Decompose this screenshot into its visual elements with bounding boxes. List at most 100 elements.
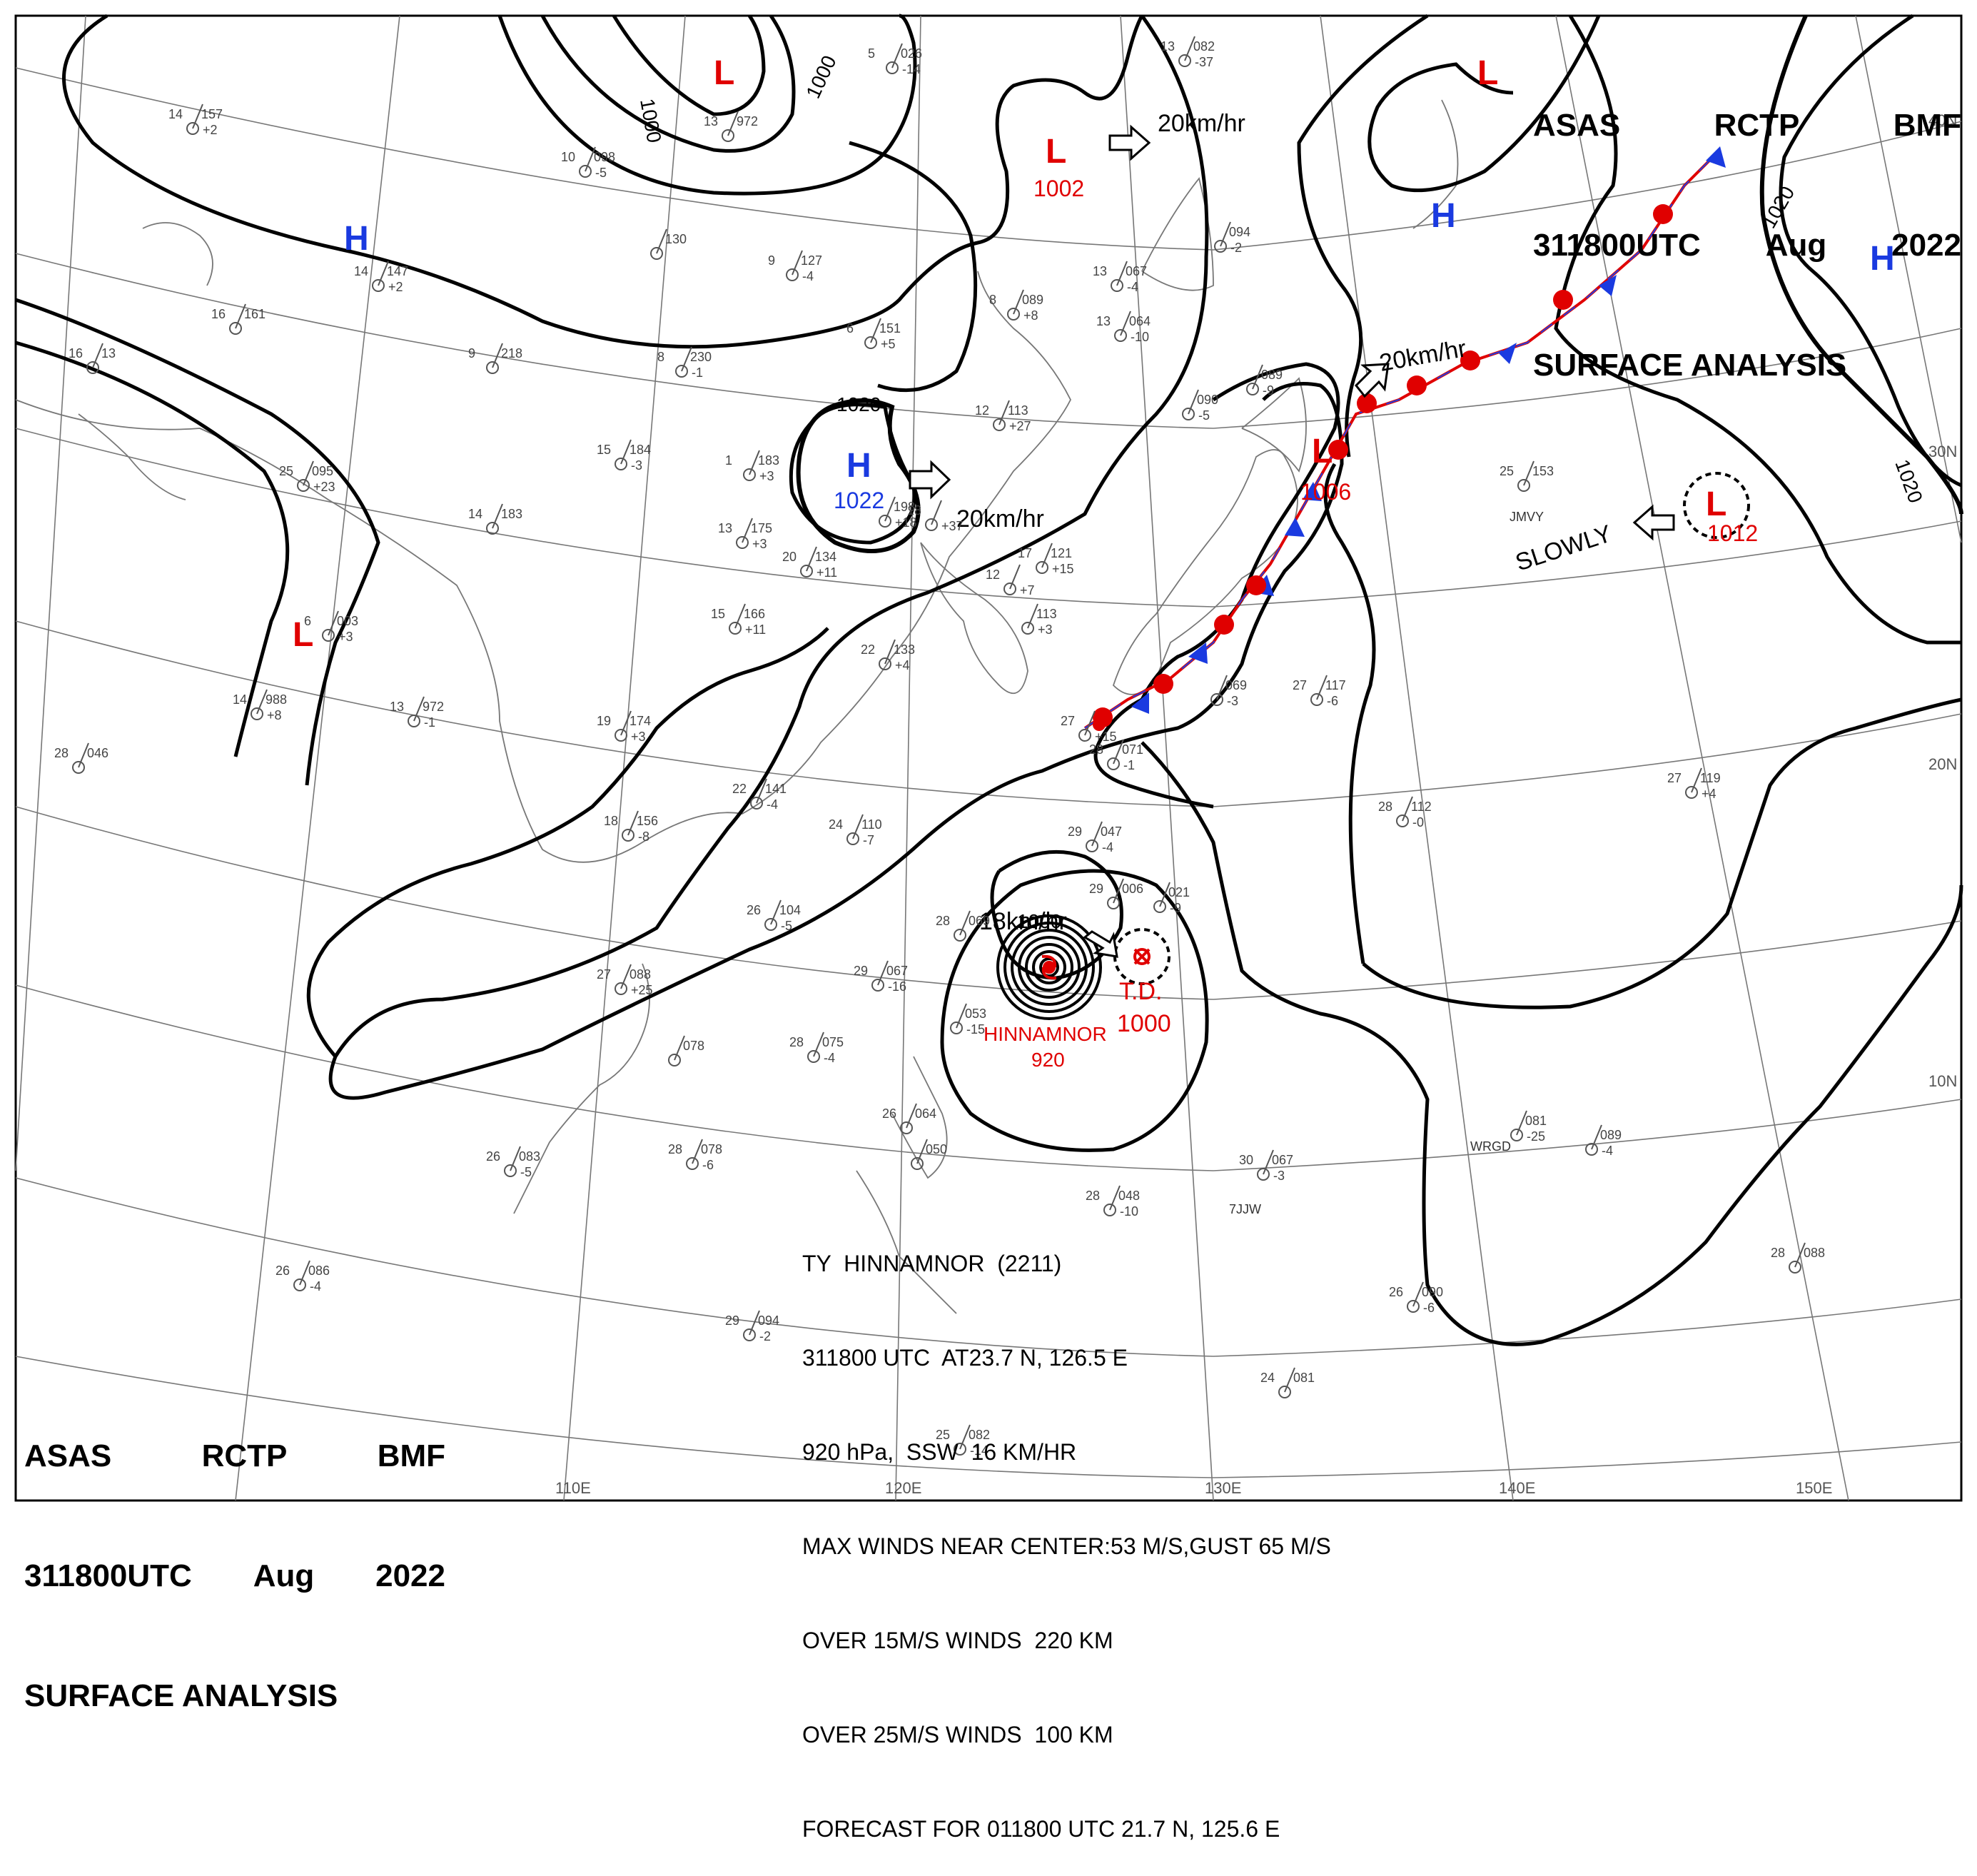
low-1006-value: 1006 xyxy=(1300,479,1351,505)
wind-barb xyxy=(235,303,246,329)
station-circle xyxy=(1278,1386,1291,1398)
station-temperature: 18 xyxy=(604,814,618,828)
wind-barb xyxy=(78,742,89,768)
arrow-low-1012 xyxy=(1632,504,1675,541)
wind-barb xyxy=(1412,1281,1424,1307)
station-id-jmvy: JMVY xyxy=(1510,510,1544,524)
lat-label-40N: 40N xyxy=(1928,111,1957,129)
station-tendency: -14 xyxy=(902,62,921,76)
wind-barb xyxy=(727,111,739,136)
station-circle xyxy=(1517,479,1530,492)
station-circle xyxy=(1310,693,1323,706)
station-circle xyxy=(504,1164,517,1177)
high-1022-letter: H xyxy=(846,447,871,485)
lat-labels: 40N 30N 20N 10N xyxy=(1928,111,1957,1090)
station-pressure: 230 xyxy=(690,350,712,364)
station-circle xyxy=(800,565,813,578)
station-pressure: 972 xyxy=(737,114,758,128)
station-circle xyxy=(886,61,899,74)
station-circle xyxy=(864,336,877,349)
station-tendency: -7 xyxy=(863,833,874,847)
wind-barb xyxy=(870,318,881,343)
station-circle xyxy=(1086,839,1098,852)
station-circle xyxy=(1585,1143,1598,1156)
typhoon-info-line5: OVER 15M/S WINDS 220 KM xyxy=(802,1628,1113,1653)
station-tendency: +5 xyxy=(881,337,896,351)
movement-arrows xyxy=(909,124,1675,958)
footer-station: RCTP xyxy=(201,1438,288,1473)
station-temperature: 14 xyxy=(233,692,247,707)
station-temperature: 28 xyxy=(1086,1189,1100,1203)
station-tendency: -14 xyxy=(970,1443,988,1458)
isobar-1020-ne xyxy=(1759,14,1963,515)
station-pressure: 006 xyxy=(1122,882,1143,896)
station-pressure: 081 xyxy=(1525,1114,1547,1128)
wind-barb xyxy=(303,460,314,486)
station-plot: 28 071-1 xyxy=(1089,739,1143,772)
typhoon-info-line4: MAX WINDS NEAR CENTER:53 M/S,GUST 65 M/S xyxy=(802,1533,1331,1559)
wind-barb xyxy=(1084,710,1096,736)
station-circle xyxy=(743,468,756,481)
wind-barb xyxy=(1591,1124,1602,1150)
station-temperature: 19 xyxy=(597,714,611,728)
station-pressure: 104 xyxy=(779,903,801,917)
station-plot: 130 xyxy=(650,228,687,260)
station-pressure: 071 xyxy=(1122,742,1143,757)
station-tendency: +15 xyxy=(1052,562,1074,576)
station-pressure: 069 xyxy=(1225,678,1247,692)
station-circle xyxy=(1407,1300,1420,1313)
wind-barb xyxy=(891,43,903,69)
station-pressure: 075 xyxy=(822,1035,844,1049)
station-plot: 13 972-1 xyxy=(390,696,444,730)
station-circle xyxy=(950,1022,963,1034)
station-plot: 15 184-3 xyxy=(597,439,651,473)
wind-barb xyxy=(1252,364,1263,390)
station-pressure: 067 xyxy=(886,964,908,978)
station-plot: 14 988+8 xyxy=(233,689,287,722)
station-circle xyxy=(1078,729,1091,742)
station-tendency: +7 xyxy=(1020,583,1035,597)
wind-barb xyxy=(674,1035,685,1061)
station-circle xyxy=(1036,561,1048,574)
station-temperature: 26 xyxy=(486,1149,500,1164)
station-circle xyxy=(1178,54,1191,67)
high-east-letter: H xyxy=(1870,240,1895,278)
lon-label-110E: 110E xyxy=(555,1479,591,1497)
station-temperature: 29 xyxy=(725,1313,739,1328)
wind-barb xyxy=(1120,311,1131,336)
station-ids: JMVY WRGD 7JJW xyxy=(1229,510,1544,1216)
coastlines xyxy=(15,99,1459,1314)
station-plot: 14 157 +2 xyxy=(168,104,223,137)
station-plot: 16 161 xyxy=(211,303,266,335)
footer-time: 311800UTC xyxy=(24,1558,192,1593)
station-pressure: 064 xyxy=(915,1106,936,1121)
station-pressure: 046 xyxy=(87,746,108,760)
station-tendency: -3 xyxy=(1273,1169,1285,1183)
header-year: 2022 xyxy=(1891,228,1961,263)
station-pressure: 174 xyxy=(629,714,651,728)
station-circle xyxy=(786,268,799,281)
station-tendency: -6 xyxy=(1423,1301,1435,1315)
station-pressure: 156 xyxy=(637,814,658,828)
station-pressure: 047 xyxy=(1101,824,1122,839)
station-circle xyxy=(1114,329,1127,342)
station-temperature: 26 xyxy=(882,1106,896,1121)
isobar-label-1000-c: 1000 xyxy=(1017,910,1061,932)
longitude-lines xyxy=(15,15,1962,1501)
station-pressure: 147 xyxy=(387,264,408,278)
station-pressure: 113 xyxy=(1008,403,1028,418)
station-plot: 021-9 xyxy=(1153,882,1190,915)
latitude-lines xyxy=(15,67,1962,1478)
station-plot: 22 133+4 xyxy=(861,639,915,672)
low-1006-letter: L xyxy=(1312,433,1333,470)
station-plot: 26 086-4 xyxy=(275,1260,330,1293)
station-pressure: 094 xyxy=(758,1313,779,1328)
station-plot: 27 088+25 xyxy=(597,964,653,997)
station-pressure: 053 xyxy=(965,1007,986,1021)
wind-barb xyxy=(1013,289,1024,315)
wind-barb xyxy=(931,500,942,525)
station-temperature: 26 xyxy=(1389,1285,1403,1299)
station-circle xyxy=(372,279,385,292)
station-plot: 198+18 xyxy=(879,496,917,530)
station-circle xyxy=(186,122,199,135)
